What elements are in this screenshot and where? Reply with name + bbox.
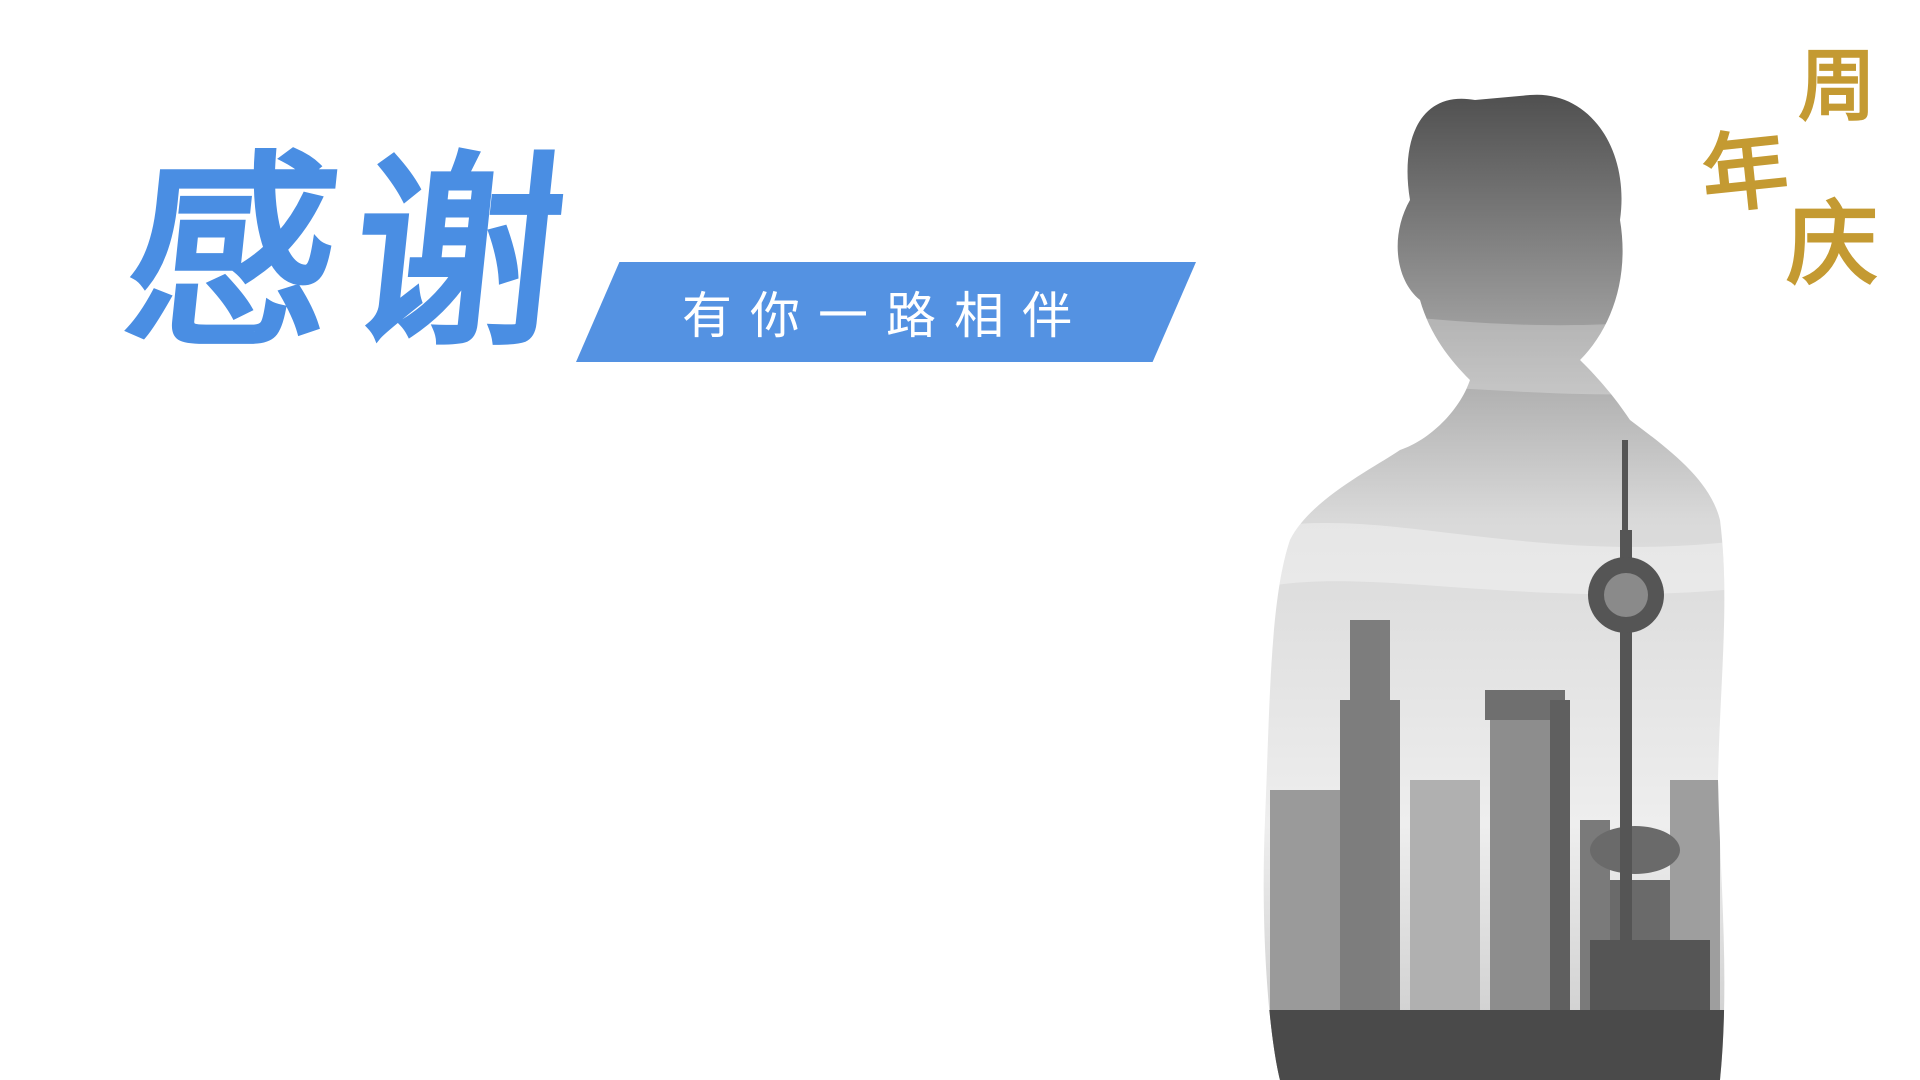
anniversary-badge: 周 年 庆 xyxy=(1690,48,1890,308)
subtitle-text: 有你一路相伴 xyxy=(682,287,1090,345)
slide-title: 感谢 xyxy=(115,132,593,376)
subtitle-banner: 有你一路相伴 xyxy=(576,262,1196,362)
badge-char-nian: 年 xyxy=(1696,117,1793,228)
city-skyline-silhouette-icon xyxy=(1263,94,1725,1080)
badge-char-qing: 庆 xyxy=(1786,190,1879,298)
badge-char-zhou: 周 xyxy=(1798,41,1877,132)
